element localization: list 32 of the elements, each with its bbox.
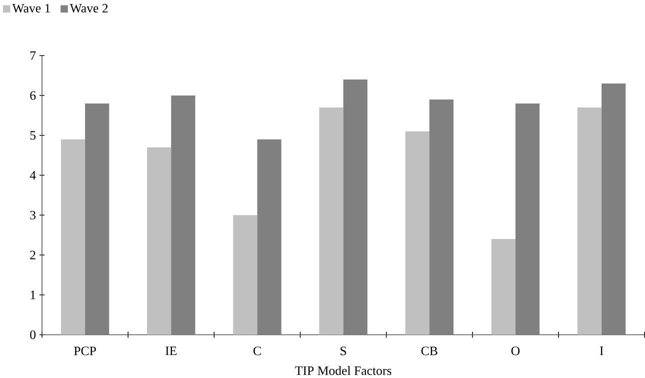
x-tick-label: CB — [421, 346, 438, 356]
bar — [60, 139, 86, 335]
bar — [515, 103, 540, 335]
bar — [85, 103, 110, 335]
bar — [602, 83, 626, 335]
y-tick-label: 3 — [30, 210, 36, 220]
x-tick-label: C — [253, 346, 261, 356]
y-tick-label: 0 — [30, 330, 36, 339]
x-tick-label: O — [511, 346, 520, 356]
bar — [577, 107, 602, 335]
bar — [491, 238, 516, 335]
y-tick-label: 2 — [30, 250, 36, 260]
bar — [319, 107, 344, 335]
bar — [147, 147, 172, 335]
x-axis-title: TIP Model Factors — [295, 366, 392, 375]
legend-label: Wave 2 — [70, 4, 108, 12]
x-tick-label: IE — [166, 346, 177, 355]
y-tick-label: 6 — [30, 91, 36, 100]
bar — [429, 99, 454, 335]
bar — [233, 214, 258, 335]
y-tick-label: 5 — [30, 130, 36, 140]
x-tick-label: PCP — [74, 346, 96, 356]
x-tick-label: I — [600, 346, 604, 355]
y-tick-label: 4 — [30, 170, 36, 180]
bar — [343, 79, 368, 335]
bar — [405, 131, 430, 335]
legend-label: Wave 1 — [12, 4, 50, 12]
x-tick-label: S — [340, 346, 346, 356]
y-tick-label: 7 — [30, 51, 36, 60]
bar — [257, 139, 282, 335]
bar — [171, 95, 196, 335]
y-tick-label: 1 — [30, 290, 36, 299]
